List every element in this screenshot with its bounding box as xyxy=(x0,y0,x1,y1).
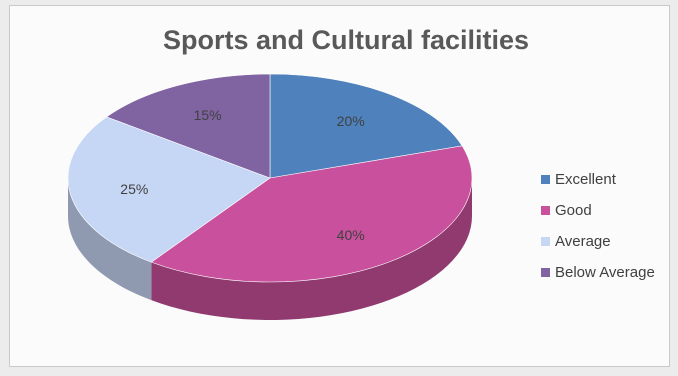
legend-item-excellent: Excellent xyxy=(541,164,676,195)
legend-label: Below Average xyxy=(555,264,655,281)
pie-slice-excellent xyxy=(269,73,463,179)
legend-swatch xyxy=(541,206,550,215)
pie-plot: 20% 40% 25% 15% xyxy=(67,73,473,320)
pie-side-average xyxy=(68,178,152,301)
legend-label: Average xyxy=(555,233,611,250)
pie-side-good xyxy=(151,178,472,320)
chart-area: Sports and Cultural facilities 20% 40% 25%… xyxy=(9,5,670,367)
data-label-excellent: 20% xyxy=(337,113,365,129)
data-label-below-average: 15% xyxy=(194,107,222,123)
chart-title: Sports and Cultural facilities xyxy=(163,25,529,55)
chart-canvas: Sports and Cultural facilities 20% 40% 25%… xyxy=(67,25,529,320)
legend-swatch xyxy=(541,237,550,246)
legend-label: Good xyxy=(555,202,592,219)
legend-item-average: Average xyxy=(541,226,676,257)
legend-swatch xyxy=(541,268,550,277)
legend-label: Excellent xyxy=(555,171,616,188)
data-label-average: 25% xyxy=(120,181,148,197)
legend: Excellent Good Average Below Average xyxy=(541,164,676,288)
pie-slice-below-average xyxy=(105,73,271,179)
legend-item-below-average: Below Average xyxy=(541,257,676,288)
pie-sides xyxy=(68,178,472,320)
legend-item-good: Good xyxy=(541,195,676,226)
legend-swatch xyxy=(541,175,550,184)
pie-slice-average xyxy=(67,116,271,263)
data-label-good: 40% xyxy=(337,227,365,243)
pie-slice-good xyxy=(150,145,473,283)
